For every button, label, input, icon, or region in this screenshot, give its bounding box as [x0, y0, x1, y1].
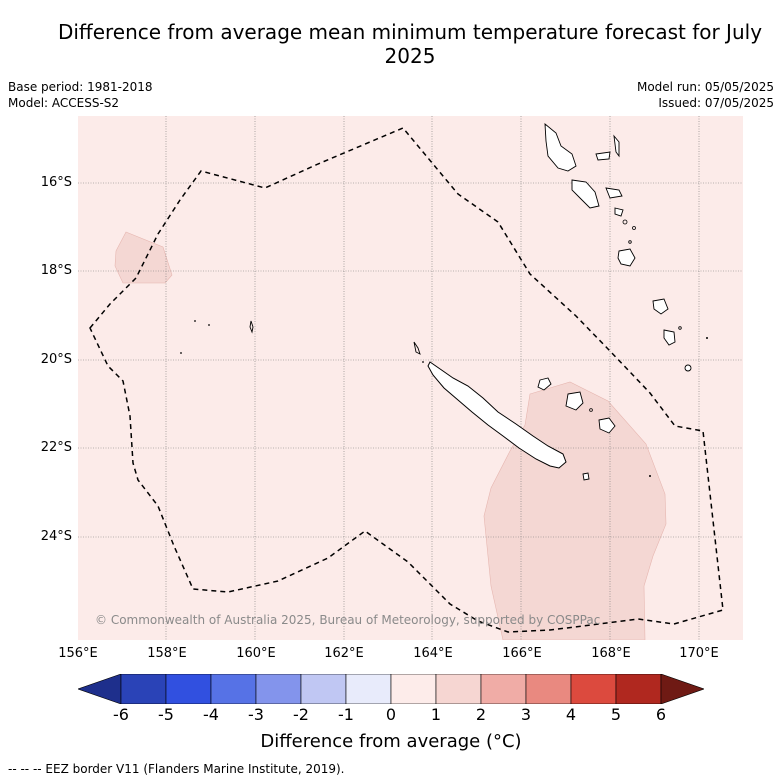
- colorbar-label: Difference from average (°C): [260, 731, 522, 752]
- warm-anomaly-region-west: [114, 231, 173, 284]
- colorbar-segment: [390, 674, 437, 704]
- new-caledonia-coastline: [427, 361, 567, 469]
- vanuatu-epi: [614, 207, 624, 217]
- isle-of-pines: [582, 472, 590, 481]
- vanuatu-malo: [595, 151, 611, 161]
- colorbar-segment: [570, 674, 617, 704]
- model-run: Model run: 05/05/2025: [636, 80, 774, 94]
- lon-label-160e: 160°E: [236, 646, 276, 661]
- vanuatu-islet: [706, 337, 708, 339]
- meta-left: Base period: 1981-2018 Model: ACCESS-S2: [8, 79, 153, 111]
- colorbar-tick-label: -5: [158, 705, 174, 724]
- eez-border: [89, 127, 724, 633]
- gridlines: [78, 116, 743, 640]
- loyalty-island-ouvea: [537, 377, 552, 391]
- colorbar-segment: [435, 674, 482, 704]
- vanuatu-pentecost: [613, 134, 620, 158]
- lon-label-168e: 168°E: [591, 646, 631, 661]
- vanuatu-aneityum: [684, 364, 692, 372]
- colorbar-tick-label: 1: [430, 705, 442, 724]
- lat-label-24s: 24°S: [40, 529, 72, 544]
- colorbar: [78, 674, 704, 704]
- eez-legend-note: -- -- -- EEZ border V11 (Flanders Marine…: [8, 762, 345, 776]
- new-caledonia-north-islets: [413, 341, 421, 355]
- vanuatu-islet: [628, 240, 632, 244]
- colorbar-segment: [345, 674, 392, 704]
- vanuatu-espiritu-santo: [544, 123, 577, 172]
- colorbar-tick-label: -1: [338, 705, 354, 724]
- lat-label-22s: 22°S: [40, 440, 72, 455]
- reef-dot: [422, 361, 424, 363]
- colorbar-tick-label: -2: [293, 705, 309, 724]
- islet: [649, 475, 651, 477]
- colorbar-tick-label: 3: [520, 705, 532, 724]
- colorbar-segment: [300, 674, 347, 704]
- loyalty-island-lifou: [565, 391, 584, 411]
- vanuatu-efate: [617, 248, 636, 267]
- chart-title: Difference from average mean minimum tem…: [57, 20, 763, 68]
- vanuatu-tanna: [663, 329, 676, 346]
- reef-dot: [180, 352, 182, 354]
- colorbar-tick-label: 2: [475, 705, 487, 724]
- lon-label-166e: 166°E: [502, 646, 542, 661]
- colorbar-tick-label: 0: [385, 705, 397, 724]
- loyalty-island-mare: [598, 417, 616, 434]
- model-name: Model: ACCESS-S2: [8, 96, 120, 110]
- colorbar-tick-label: 5: [610, 705, 622, 724]
- lon-label-158e: 158°E: [147, 646, 187, 661]
- colorbar-tick-label: -6: [113, 705, 129, 724]
- vanuatu-islet: [632, 226, 636, 230]
- lat-label-18s: 18°S: [40, 263, 72, 278]
- vanuatu-malekula: [571, 179, 600, 209]
- vanuatu-ambrym: [605, 187, 623, 199]
- colorbar-segment: [480, 674, 527, 704]
- colorbar-segment: [165, 674, 212, 704]
- chesterfield-reef: [249, 320, 254, 334]
- vanuatu-erromango: [652, 298, 669, 315]
- colorbar-extend-low: [78, 674, 122, 704]
- reef-dot: [208, 324, 210, 326]
- meta-right: Model run: 05/05/2025 Issued: 07/05/2025: [637, 79, 774, 111]
- islet: [589, 408, 593, 412]
- lat-label-20s: 20°S: [40, 352, 72, 367]
- vanuatu-islet: [678, 326, 682, 330]
- colorbar-segment: [615, 674, 662, 704]
- colorbar-tick-label: -3: [248, 705, 264, 724]
- lon-label-156e: 156°E: [58, 646, 98, 661]
- colorbar-segment: [255, 674, 302, 704]
- lat-label-16s: 16°S: [40, 175, 72, 190]
- colorbar-tick-label: 4: [565, 705, 577, 724]
- colorbar-tick-label: -4: [203, 705, 219, 724]
- lon-label-170e: 170°E: [679, 646, 719, 661]
- base-period: Base period: 1981-2018: [8, 80, 153, 94]
- lon-label-162e: 162°E: [324, 646, 364, 661]
- lon-label-164e: 164°E: [413, 646, 453, 661]
- colorbar-segment: [120, 674, 167, 704]
- colorbar-extend-high: [660, 674, 704, 704]
- issued-date: Issued: 07/05/2025: [658, 96, 774, 110]
- colorbar-tick-label: 6: [655, 705, 667, 724]
- copyright-note: © Commonwealth of Australia 2025, Bureau…: [95, 613, 601, 627]
- reef-dot: [194, 320, 196, 322]
- anomaly-map: [78, 116, 743, 640]
- colorbar-segment: [210, 674, 257, 704]
- vanuatu-islet: [622, 219, 628, 225]
- colorbar-segment: [525, 674, 572, 704]
